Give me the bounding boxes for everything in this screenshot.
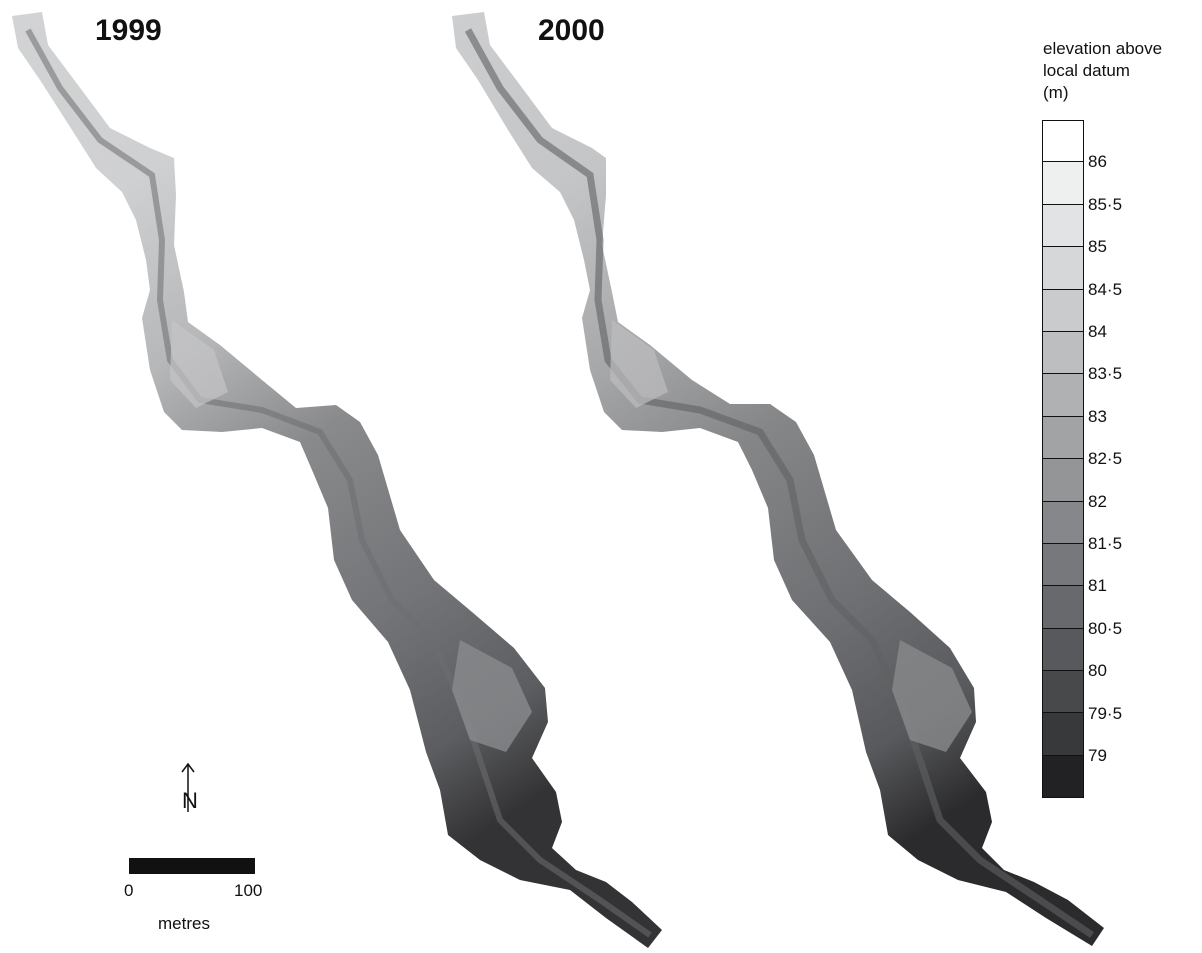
- legend-tick-label: 80: [1088, 661, 1107, 681]
- legend-swatch: [1042, 713, 1084, 755]
- legend-tick-label: 85·5: [1088, 195, 1122, 215]
- scale-bar-unit-label: metres: [158, 914, 210, 934]
- scale-bar-end-label: 100: [234, 881, 262, 901]
- legend-tick-label: 83: [1088, 407, 1107, 427]
- legend-swatch: [1042, 756, 1084, 798]
- legend-color-bar: [1042, 120, 1084, 798]
- scale-bar: [129, 858, 255, 874]
- legend-tick-label: 83·5: [1088, 364, 1122, 384]
- legend-title-line: (m): [1043, 82, 1162, 104]
- legend-swatch: [1042, 120, 1084, 162]
- legend-swatch: [1042, 290, 1084, 332]
- legend-swatch: [1042, 247, 1084, 289]
- legend-swatch: [1042, 544, 1084, 586]
- legend-swatch: [1042, 459, 1084, 501]
- legend-tick-label: 85: [1088, 237, 1107, 257]
- north-arrow-label: N: [182, 790, 198, 812]
- legend-swatch: [1042, 502, 1084, 544]
- legend-swatch: [1042, 671, 1084, 713]
- legend-tick-label: 81: [1088, 576, 1107, 596]
- legend-tick-label: 82·5: [1088, 449, 1122, 469]
- legend-swatch: [1042, 374, 1084, 416]
- legend-swatch: [1042, 586, 1084, 628]
- legend-title: elevation above local datum (m): [1043, 38, 1162, 104]
- legend-swatch: [1042, 205, 1084, 247]
- legend-tick-label: 84: [1088, 322, 1107, 342]
- legend-swatch: [1042, 417, 1084, 459]
- legend-tick-label: 80·5: [1088, 619, 1122, 639]
- legend-tick-label: 86: [1088, 152, 1107, 172]
- scale-bar-start-label: 0: [124, 881, 133, 901]
- legend-tick-label: 79·5: [1088, 704, 1122, 724]
- legend-tick-label: 82: [1088, 492, 1107, 512]
- legend-tick-label: 84·5: [1088, 280, 1122, 300]
- legend-swatch: [1042, 629, 1084, 671]
- legend-tick-label: 79: [1088, 746, 1107, 766]
- legend-swatch: [1042, 332, 1084, 374]
- legend-title-line: elevation above: [1043, 38, 1162, 60]
- legend-swatch: [1042, 162, 1084, 204]
- legend-tick-label: 81·5: [1088, 534, 1122, 554]
- legend-title-line: local datum: [1043, 60, 1162, 82]
